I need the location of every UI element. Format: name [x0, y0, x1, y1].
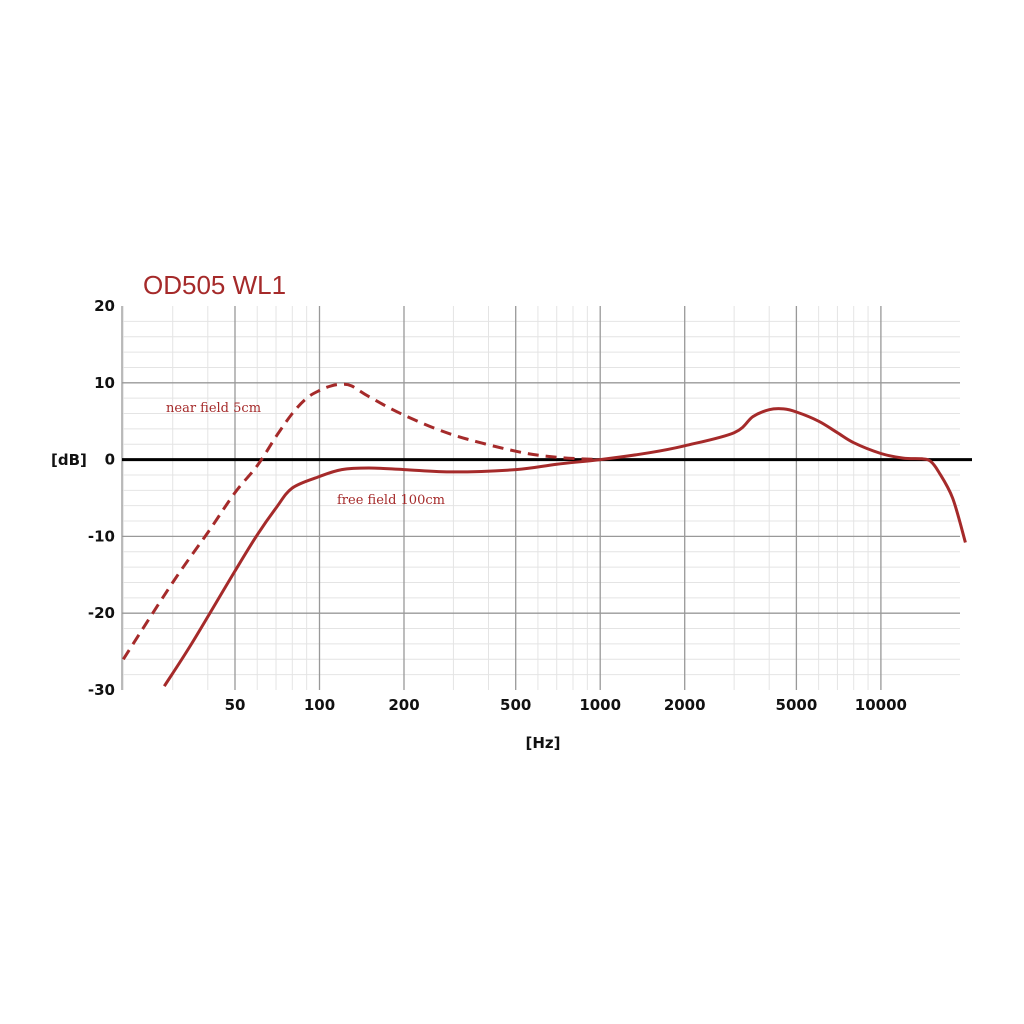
minor-grid	[122, 306, 960, 690]
series-layer	[122, 382, 967, 688]
y-axis-label: [dB]	[51, 451, 87, 469]
x-tick-label: 10000	[855, 696, 907, 714]
y-tick-label: 0	[105, 451, 115, 469]
y-tick-label: -20	[88, 604, 115, 622]
near-field-curve	[122, 382, 601, 661]
y-tick-label: -30	[88, 681, 115, 699]
x-tick-label: 2000	[664, 696, 706, 714]
y-tick-label: 20	[94, 297, 115, 315]
x-tick-label: 50	[225, 696, 246, 714]
x-tick-label: 500	[500, 696, 531, 714]
x-axis-label: [Hz]	[526, 734, 561, 752]
y-tick-label: -10	[88, 527, 115, 545]
free-field-annotation: free field 100cm	[337, 493, 445, 508]
near-field-annotation: near field 5cm	[166, 401, 261, 416]
major-grid	[121, 306, 972, 690]
x-tick-label: 1000	[579, 696, 621, 714]
y-tick-label: 10	[94, 374, 115, 392]
x-tick-label: 100	[304, 696, 335, 714]
x-tick-label: 200	[388, 696, 419, 714]
chart-title: OD505 WL1	[143, 270, 286, 300]
x-tick-label: 5000	[776, 696, 818, 714]
free-field-curve	[163, 407, 967, 688]
